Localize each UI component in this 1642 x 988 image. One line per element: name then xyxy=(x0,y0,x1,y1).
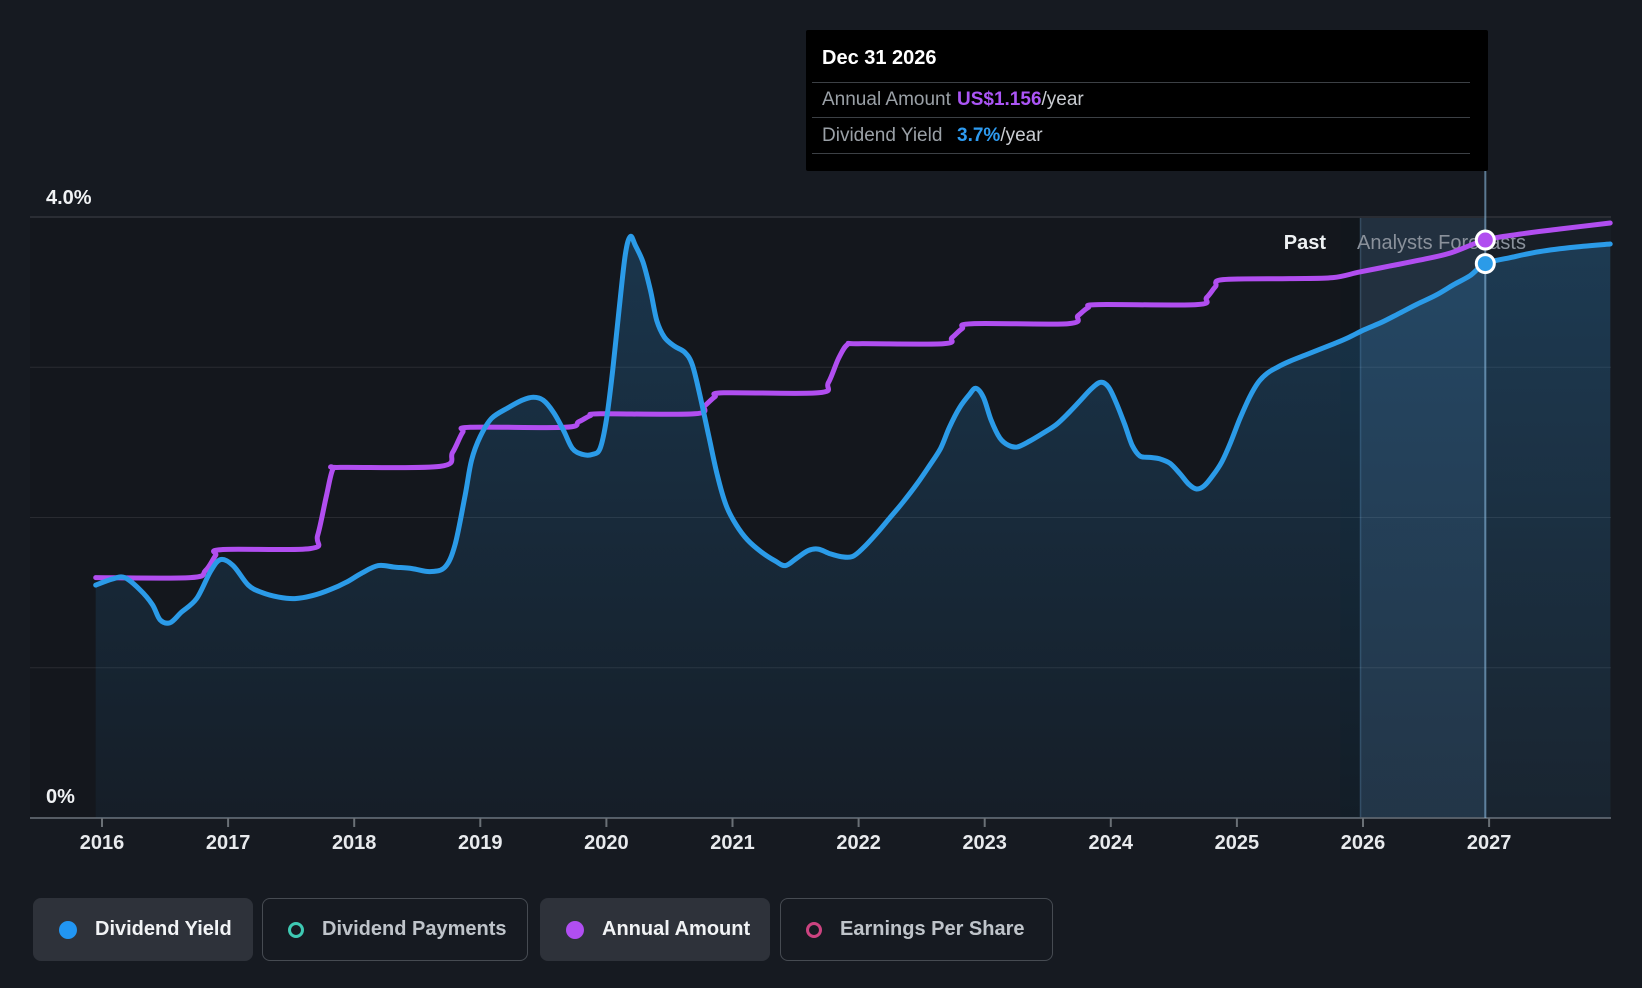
dividend-yield-area xyxy=(95,236,1611,818)
tooltip-row-annual-amount: Annual Amount US$1.156/year xyxy=(812,82,1470,117)
x-tick-label: 2024 xyxy=(1089,832,1134,854)
tooltip-value: US$1.156 xyxy=(957,89,1042,110)
legend-earnings-per-share-button[interactable]: Earnings Per Share xyxy=(780,898,1053,961)
tooltip-value-suffix: /year xyxy=(1041,89,1084,110)
x-tick-label: 2020 xyxy=(584,832,629,854)
x-tick-label: 2021 xyxy=(710,832,755,854)
dividend-yield-dot-icon xyxy=(59,920,77,939)
tooltip-label: Annual Amount xyxy=(822,89,951,110)
legend-label: Earnings Per Share xyxy=(840,918,1025,940)
tooltip-value: 3.7% xyxy=(957,124,1001,146)
tooltip-row-dividend-yield: Dividend Yield 3.7%/year xyxy=(812,117,1470,153)
tooltip-date: Dec 31 2026 xyxy=(822,47,937,69)
legend-dividend-yield-button[interactable]: Dividend Yield xyxy=(33,898,253,961)
x-tick-label: 2027 xyxy=(1467,832,1512,854)
annual-amount-marker xyxy=(1474,229,1496,251)
x-tick-label: 2016 xyxy=(80,832,125,854)
legend-annual-amount-button[interactable]: Annual Amount xyxy=(540,898,770,961)
annual-amount-line xyxy=(93,220,1613,581)
annual-amount-dot-icon xyxy=(566,920,584,939)
dividend-yield-line xyxy=(93,233,1613,626)
legend-dividend-payments-button[interactable]: Dividend Payments xyxy=(262,898,528,961)
y-axis-top-label: 4.0% xyxy=(46,187,92,209)
x-tick-label: 2017 xyxy=(206,832,251,854)
dividend-yield-marker xyxy=(1474,253,1496,275)
dividend-payments-ring-icon xyxy=(288,921,304,938)
earnings-per-share-ring-icon xyxy=(806,921,822,938)
legend-label: Dividend Payments xyxy=(322,918,507,940)
y-axis-bottom-label: 0% xyxy=(46,786,75,808)
tooltip-footer-divider xyxy=(812,153,1470,171)
x-tick-label: 2019 xyxy=(458,832,503,854)
legend-label: Dividend Yield xyxy=(95,918,232,940)
chart-tooltip: Dec 31 2026 Annual Amount US$1.156/year … xyxy=(806,30,1488,171)
tooltip-value-suffix: /year xyxy=(1000,124,1043,146)
past-label: Past xyxy=(1284,232,1327,254)
tooltip-label: Dividend Yield xyxy=(822,124,943,146)
x-tick-label: 2022 xyxy=(836,832,881,854)
x-tick-label: 2026 xyxy=(1341,832,1386,854)
x-tick-label: 2018 xyxy=(332,832,377,854)
x-tick-label: 2023 xyxy=(962,832,1007,854)
x-tick-label: 2025 xyxy=(1215,832,1260,854)
legend-label: Annual Amount xyxy=(602,918,751,940)
